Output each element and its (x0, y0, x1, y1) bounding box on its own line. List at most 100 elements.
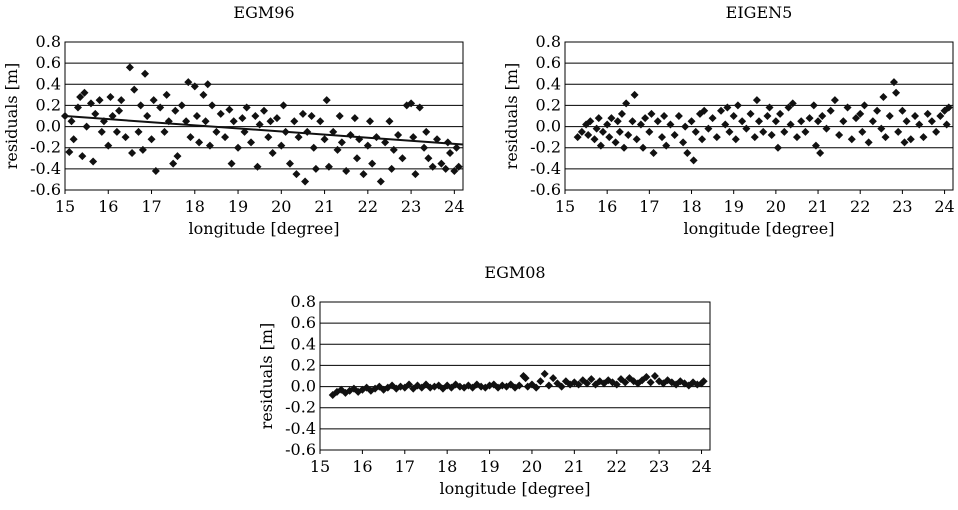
eigen5-data-point (598, 127, 607, 136)
egm96-xtick-label: 19 (228, 197, 248, 216)
eigen5-data-point (915, 120, 924, 129)
eigen5-data-point (755, 117, 763, 126)
eigen5-data-point (731, 135, 740, 144)
eigen5-data-point (666, 120, 675, 129)
eigen5-data-point (738, 117, 747, 126)
egm96-data-point (182, 117, 191, 126)
egm96-data-point (394, 131, 403, 140)
egm96-data-point (147, 135, 156, 144)
eigen5-data-point (645, 127, 654, 136)
eigen5-data-point (733, 101, 742, 110)
egm08-data-point (699, 377, 708, 386)
egm96-data-point (247, 138, 256, 147)
eigen5-data-point (858, 127, 867, 136)
eigen5-data-point (942, 120, 951, 129)
eigen5-data-point (767, 131, 776, 140)
eigen5-data-point (746, 109, 755, 118)
egm08-data-point (621, 378, 630, 387)
egm96-data-point (398, 154, 407, 163)
egm96-xtick-label: 15 (55, 197, 75, 216)
egm96-data-point (65, 147, 74, 156)
egm96-data-point (255, 120, 264, 129)
eigen5-data-point (717, 106, 726, 115)
egm96-data-point (125, 63, 134, 72)
eigen5-data-point (592, 124, 601, 133)
eigen5-data-point (577, 127, 586, 136)
eigen5-data-point (683, 149, 692, 157)
eigen5-xtick-label: 17 (639, 197, 659, 216)
eigen5-xtick-label: 16 (597, 197, 617, 216)
eigen5-data-point (584, 131, 593, 140)
egm08-xtick-label: 21 (564, 457, 584, 476)
eigen5-data-point (822, 124, 831, 133)
eigen5-data-point (881, 133, 890, 142)
egm08-data-point (532, 383, 541, 392)
egm96-data-point (156, 103, 165, 112)
eigen5-ytick-label: 0.8 (536, 32, 561, 51)
egm96-data-point (376, 177, 385, 186)
egm96-data-point (208, 101, 217, 110)
egm08-data-point (612, 380, 621, 389)
egm96-data-point (80, 88, 89, 97)
eigen5-data-point (894, 127, 903, 136)
eigen5-data-point (723, 103, 732, 112)
egm96-data-point (277, 141, 286, 150)
egm96-data-point (106, 92, 115, 101)
egm96-data-point (229, 117, 238, 126)
eigen5-data-point (729, 112, 738, 120)
egm96-trendline (64, 115, 464, 146)
egm96-data-point (260, 106, 268, 115)
egm08-chart-title: EGM08 (484, 263, 545, 282)
egm96-ytick-label: -0.6 (30, 180, 61, 199)
egm96-data-point (316, 117, 325, 126)
egm96-data-point (311, 164, 320, 173)
eigen5-data-point (605, 133, 614, 142)
eigen5-data-point (932, 127, 941, 136)
eigen5-data-point (750, 133, 759, 142)
egm08-y-axis-label: residuals [m] (257, 323, 276, 430)
egm96-xtick-label: 23 (401, 197, 421, 216)
egm96-data-point (192, 112, 201, 120)
egm96-data-point (298, 109, 307, 118)
eigen5-data-point (708, 114, 717, 123)
eigen5-data-point (919, 133, 928, 142)
eigen5-data-point (624, 131, 633, 140)
egm96-data-point (89, 157, 98, 166)
egm96-data-point (301, 177, 310, 186)
egm96-data-point (128, 149, 137, 157)
egm96-data-point (251, 112, 260, 120)
egm96-data-point (234, 143, 243, 152)
egm08-xtick-label: 22 (607, 457, 627, 476)
egm96-data-point (195, 138, 204, 147)
egm96-data-point (169, 159, 178, 168)
egm96-data-point (177, 101, 186, 110)
egm96-data-point (134, 127, 143, 136)
eigen5-data-point (885, 112, 894, 120)
eigen5-data-point (691, 127, 700, 136)
egm96-data-point (420, 143, 429, 152)
eigen5-data-point (780, 127, 789, 136)
egm96-data-point (320, 135, 329, 144)
eigen5-ytick-label: -0.4 (530, 159, 561, 178)
egm96-data-point (324, 162, 333, 171)
eigen5-data-point (877, 124, 886, 133)
egm96-data-point (151, 166, 160, 175)
egm96-ytick-label: 0.2 (36, 95, 61, 114)
egm08-data-point (650, 372, 659, 380)
eigen5-data-point (776, 109, 785, 118)
egm96-data-point (138, 145, 147, 154)
egm96-data-point (387, 164, 396, 173)
eigen5-data-point (765, 103, 774, 112)
egm96-data-point (203, 80, 212, 89)
eigen5-data-point (818, 112, 827, 120)
egm08-data-point (540, 369, 549, 378)
eigen5-data-point (603, 120, 612, 129)
eigen5-data-point (797, 117, 806, 126)
egm96-data-point (86, 99, 95, 108)
egm96-data-point (363, 141, 372, 150)
egm96-y-axis-label: residuals [m] (2, 63, 21, 170)
eigen5-data-point (816, 149, 825, 157)
egm08-data-point (536, 377, 545, 386)
egm96-data-point (143, 112, 152, 120)
eigen5-data-point (611, 138, 620, 147)
